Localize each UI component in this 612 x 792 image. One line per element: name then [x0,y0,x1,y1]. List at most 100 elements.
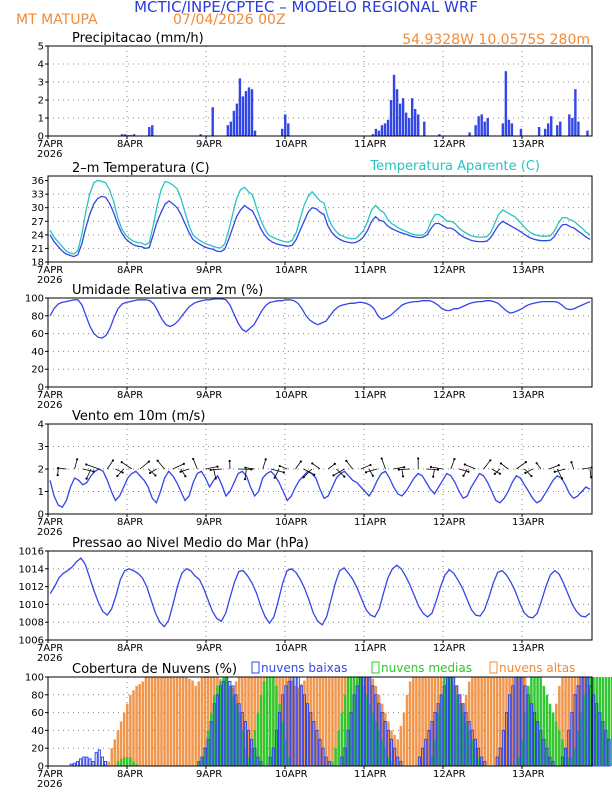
bar [211,107,214,136]
wind-arrow [270,468,284,473]
bar [151,125,154,136]
wind-arrow [393,466,405,470]
bar [256,712,260,766]
x-tick-label: 13APR [512,643,545,654]
header-coords: 54.9328W 10.0575S 280m [402,32,590,48]
x-tick-label: 8APR [117,139,143,150]
bar [545,694,549,766]
series-precip [120,71,589,136]
x-tick-label: 10APR [275,769,308,780]
wind-arrow-head [553,470,556,473]
panel-title: Vento em 10m (m/s) [72,409,205,424]
bar [197,681,201,766]
series-line-Temperatura-Aparente-(C) [49,179,591,255]
wind-arrow-head [92,470,95,473]
y-tick-label: 4 [38,60,44,71]
wind-arrow-head [121,471,124,474]
series-line-pressure [49,557,591,628]
x-tick-label: 13APR [512,390,545,401]
plot-frame [47,676,593,767]
wind-arrow-head [111,459,115,462]
bar [480,761,483,766]
bar [234,703,238,766]
panel-humidity: 0 20 40 60 80 100 7APR 8APR 9APR 10APR 11APR 12APR 1… [25,283,593,411]
bar [452,685,455,766]
bar [241,677,244,766]
wind-arrow [139,461,150,470]
bar [343,694,347,766]
bar [300,684,303,766]
bar [474,125,477,136]
bar [284,677,288,766]
wind-arrow-head [182,462,185,465]
bar [607,738,611,767]
wind-arrow-head [148,471,152,475]
bar [564,677,567,766]
x-tick-label: 12APR [433,517,466,528]
wind-arrow [368,468,374,476]
bar [163,677,166,766]
wind-arrow-head [493,472,496,476]
bar [556,125,559,136]
bar [467,681,471,766]
bar [574,89,577,136]
wind-arrow [464,464,476,470]
y-tick-label: 40 [31,347,44,358]
wind-arrow [274,468,280,478]
y-tick-label: 18 [31,258,44,269]
plot-frame [47,45,593,137]
bar [160,677,163,766]
bar [129,694,132,766]
wind-arrow [430,466,443,470]
bar [387,757,390,766]
bar [129,757,132,766]
wind-arrow-head [282,471,285,474]
bar [504,71,508,136]
bar [231,694,235,766]
bar [148,127,151,136]
wind-arrow-head [401,475,405,478]
x-year-label: 2026 [37,527,62,538]
bar [399,725,403,766]
bar [543,128,547,136]
bar [138,684,141,766]
wind-arrow-head [56,473,59,477]
wind-arrow [262,459,267,470]
bar [97,749,101,767]
bar [395,89,399,136]
bar [559,121,562,136]
bar [558,730,561,766]
bar [568,114,571,136]
bar [389,100,393,136]
bar [238,78,242,136]
wind-arrow [149,468,157,474]
bar [281,721,284,766]
wind-arrow-head [154,474,157,477]
bar [464,721,468,766]
x-tick-label: 13APR [512,769,545,780]
bar [598,677,602,766]
bar [126,703,129,766]
bar [589,677,592,766]
wind-arrow-head [345,459,348,462]
x-tick-label: 9APR [196,265,222,276]
wind-arrow-head [371,474,374,477]
bar [135,764,138,766]
bar [247,757,250,766]
panel-title: Pressao ao Nivel Medio do Mar (hPa) [72,536,309,551]
wind-arrow-head [499,462,503,465]
bar [586,130,589,136]
x-tick-label: 10APR [275,265,308,276]
wind-arrow [106,460,114,470]
x-tick-label: 12APR [433,139,466,150]
bar [281,128,284,136]
plot-frame [47,297,593,388]
bar [404,112,408,136]
bar [517,757,521,766]
x-tick-label: 9APR [196,390,222,401]
bar [501,123,505,136]
bar [539,677,542,766]
bar [408,681,412,766]
wind-arrow-head [397,468,400,471]
wind-arrow-head [403,466,406,469]
